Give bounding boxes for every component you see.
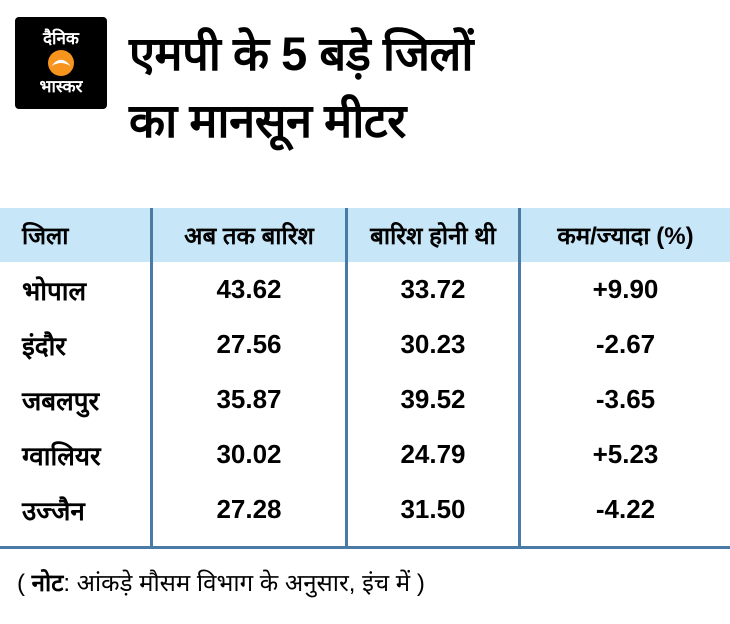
district-name: ग्वालियर [22, 440, 101, 471]
expected-rain-value: 31.50 [345, 482, 518, 537]
expected-rain-value: 30.23 [345, 317, 518, 372]
diff-value: -3.65 [518, 372, 730, 427]
column-header-diff-percent: कम/ज्यादा (%) [518, 208, 730, 262]
diff-value: -2.67 [518, 317, 730, 372]
title-line-2: का मानसून मीटर [129, 93, 406, 147]
logo-text-top: दैनिक [43, 29, 79, 49]
table-row: उज्जैन 27.28 31.50 -4.22 [0, 482, 730, 537]
column-header-district: जिला [22, 222, 69, 250]
diff-value: +5.23 [518, 427, 730, 482]
rain-so-far-value: 27.28 [150, 482, 345, 537]
table-row: ग्वालियर 30.02 24.79 +5.23 [0, 427, 730, 482]
diff-value: -4.22 [518, 482, 730, 537]
rain-so-far-value: 27.56 [150, 317, 345, 372]
district-name: इंदौर [22, 330, 66, 361]
note-open-paren: ( [17, 570, 32, 597]
column-header-expected-rain: बारिश होनी थी [345, 208, 518, 262]
rain-so-far-value: 43.62 [150, 262, 345, 317]
expected-rain-value: 24.79 [345, 427, 518, 482]
table-row: इंदौर 27.56 30.23 -2.67 [0, 317, 730, 372]
table-spacer-row [0, 537, 730, 546]
district-name: उज्जैन [22, 495, 85, 526]
dainik-bhaskar-logo: दैनिक भास्कर [15, 17, 107, 109]
title-line-1: एमपी के 5 बड़े जिलों [129, 27, 474, 80]
footer-note: ( नोट: आंकड़े मौसम विभाग के अनुसार, इंच … [0, 549, 730, 599]
table-bottom-divider [0, 546, 730, 549]
expected-rain-value: 33.72 [345, 262, 518, 317]
table-row: जबलपुर 35.87 39.52 -3.65 [0, 372, 730, 427]
sun-icon [48, 50, 74, 76]
logo-text-bottom: भास्कर [39, 77, 83, 96]
page-title: एमपी के 5 बड़े जिलों का मानसून मीटर [129, 21, 474, 154]
district-name: जबलपुर [22, 385, 100, 416]
diff-value: +9.90 [518, 262, 730, 317]
rain-so-far-value: 30.02 [150, 427, 345, 482]
note-label: नोट [31, 570, 64, 597]
table-header-row: जिला अब तक बारिश बारिश होनी थी कम/ज्यादा… [0, 208, 730, 262]
expected-rain-value: 39.52 [345, 372, 518, 427]
column-header-rain-so-far: अब तक बारिश [150, 208, 345, 262]
district-name: भोपाल [22, 275, 87, 306]
rain-so-far-value: 35.87 [150, 372, 345, 427]
note-text: : आंकड़े मौसम विभाग के अनुसार, इंच में ) [63, 570, 425, 597]
table-row: भोपाल 43.62 33.72 +9.90 [0, 262, 730, 317]
header: दैनिक भास्कर एमपी के 5 बड़े जिलों का मान… [0, 0, 730, 208]
monsoon-table: जिला अब तक बारिश बारिश होनी थी कम/ज्यादा… [0, 208, 730, 549]
